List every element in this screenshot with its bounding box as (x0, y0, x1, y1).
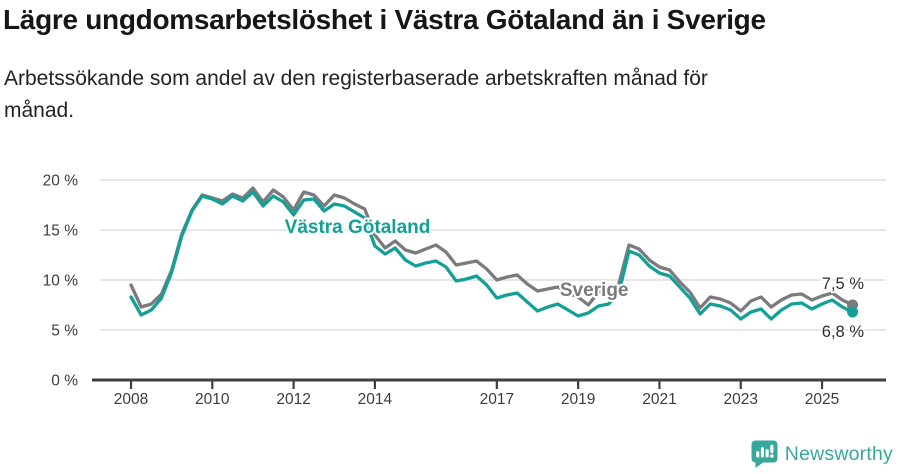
y-tick-label: 0 % (51, 373, 78, 390)
newsworthy-logo-text: Newsworthy (784, 442, 893, 465)
end-value-label: 6,8 % (822, 323, 865, 341)
chart-title: Lägre ungdomsarbetslöshet i Västra Götal… (3, 4, 766, 35)
x-tick-label: 2025 (805, 391, 839, 408)
series-line-v-stra-g-taland (129, 190, 855, 321)
series-end-dot (847, 306, 859, 318)
y-tick-label: 5 % (51, 323, 78, 340)
end-value-label: 7,5 % (822, 275, 865, 293)
newsworthy-logo-icon (751, 440, 778, 468)
x-tick-label: 2008 (114, 391, 148, 408)
chart-subtitle: Arbetssökande som andel av den registerb… (4, 67, 708, 122)
series-line-sverige (129, 186, 855, 313)
x-tick-label: 2017 (480, 391, 514, 408)
y-tick-label: 20 % (43, 173, 79, 190)
x-tick-label: 2010 (195, 391, 230, 408)
x-tick-label: 2021 (642, 391, 676, 408)
y-tick-label: 15 % (43, 223, 79, 240)
y-tick-label: 10 % (43, 273, 79, 290)
newsworthy-logo: Newsworthy (751, 440, 893, 468)
x-tick-label: 2014 (358, 391, 393, 408)
x-tick-label: 2019 (561, 391, 595, 408)
x-tick-label: 2012 (276, 391, 310, 408)
series-annotation-label: Sverige (560, 280, 629, 301)
x-tick-label: 2023 (724, 391, 758, 408)
series-annotation-label: Västra Götaland (285, 217, 431, 238)
